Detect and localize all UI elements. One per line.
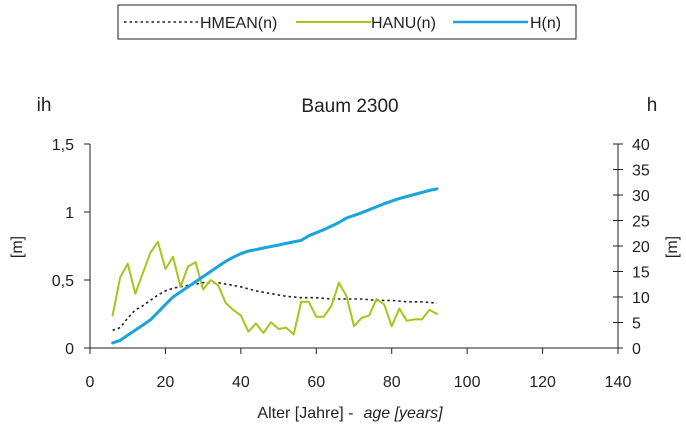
- series: [111, 187, 439, 345]
- right-tick-label: 25: [632, 214, 650, 231]
- x-tick-label: 40: [232, 374, 250, 391]
- right-tick-label: 10: [632, 290, 650, 307]
- right-tick-label: 20: [632, 239, 650, 256]
- left-tick-label: 0,5: [52, 273, 74, 290]
- series-hmean-line: [112, 281, 438, 332]
- right-tick-label: 35: [632, 163, 650, 180]
- right-tick-label: 15: [632, 265, 650, 282]
- axes: [89, 144, 619, 349]
- right-axis-label: [m]: [664, 236, 681, 258]
- series-h-line: [111, 187, 439, 345]
- left-tick-label: 0: [65, 341, 74, 358]
- legend-label-hmean: HMEAN(n): [200, 15, 277, 32]
- x-axis-label-main: Alter [Jahre] -: [257, 405, 353, 422]
- x-tick-label: 100: [454, 374, 481, 391]
- chart-title: Baum 2300: [301, 96, 398, 117]
- x-axis-label-italic: age [years]: [363, 405, 443, 422]
- x-tick-label: 0: [86, 374, 95, 391]
- x-tick-label: 60: [307, 374, 325, 391]
- right-tick-label: 40: [632, 137, 650, 154]
- x-tick-label: 140: [605, 374, 632, 391]
- x-tick-label: 20: [157, 374, 175, 391]
- legend: HMEAN(n) HANU(n) H(n): [117, 4, 577, 40]
- left-tick-label: 1: [65, 205, 74, 222]
- left-axis-corner-label: ih: [37, 95, 52, 116]
- legend-label-h: H(n): [530, 15, 561, 32]
- right-tick-label: 0: [632, 341, 641, 358]
- ticks: 0 20 40 60 80 100 120 14000,511,505101520253035…: [52, 137, 650, 391]
- right-tick-label: 30: [632, 188, 650, 205]
- right-tick-label: 5: [632, 316, 641, 333]
- left-axis-label: [m]: [9, 236, 26, 258]
- series-hanu-line: [111, 240, 438, 336]
- left-tick-label: 1,5: [52, 137, 74, 154]
- x-tick-label: 120: [529, 374, 556, 391]
- legend-label-hanu: HANU(n): [371, 15, 436, 32]
- x-axis-label: Alter [Jahre] - age [years]: [257, 405, 443, 422]
- right-axis-corner-label: h: [647, 95, 658, 116]
- x-tick-label: 80: [383, 374, 401, 391]
